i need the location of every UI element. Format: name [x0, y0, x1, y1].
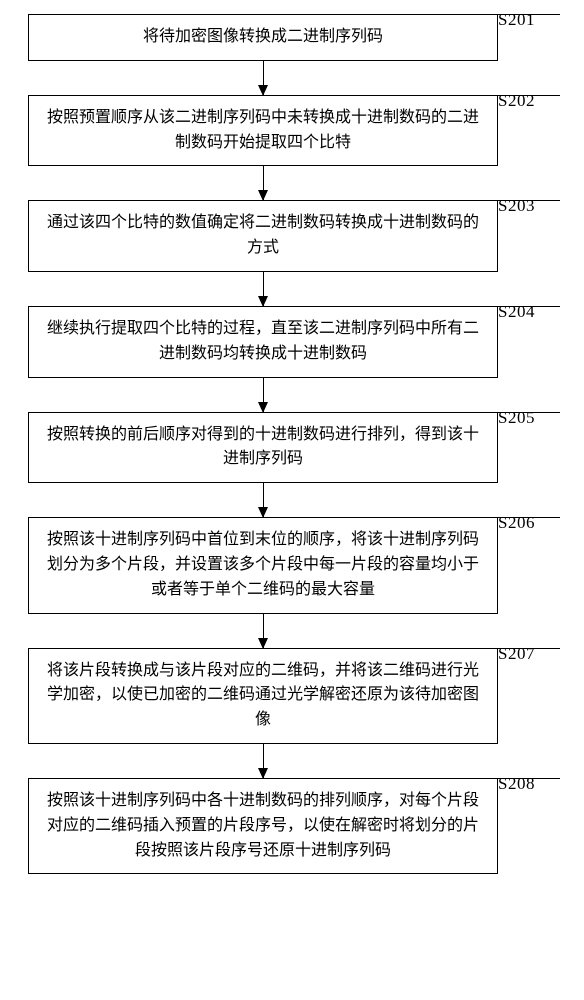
- step-box: 将待加密图像转换成二进制序列码: [28, 14, 498, 61]
- step-label: S202: [498, 91, 535, 111]
- step-box: 按照转换的前后顺序对得到的十进制数码进行排列，得到该十进制序列码: [28, 412, 498, 484]
- step-label: S205: [498, 408, 535, 428]
- step-label: S206: [498, 513, 535, 533]
- step-s201: S201将待加密图像转换成二进制序列码: [28, 14, 498, 95]
- step-s205: S205按照转换的前后顺序对得到的十进制数码进行排列，得到该十进制序列码: [28, 412, 498, 518]
- step-s203: S203通过该四个比特的数值确定将二进制数码转换成十进制数码的方式: [28, 200, 498, 306]
- step-box: 按照该十进制序列码中首位到末位的顺序，将该十进制序列码划分为多个片段，并设置该多…: [28, 517, 498, 613]
- flowchart-container: S201将待加密图像转换成二进制序列码S202按照预置顺序从该二进制序列码中未转…: [0, 0, 584, 1000]
- step-box: 继续执行提取四个比特的过程，直至该二进制序列码中所有二进制数码均转换成十进制数码: [28, 306, 498, 378]
- step-label: S201: [498, 10, 535, 30]
- step-label: S204: [498, 302, 535, 322]
- step-s207: S207将该片段转换成与该片段对应的二维码，并将该二维码进行光学加密，以使已加密…: [28, 648, 498, 778]
- step-s206: S206按照该十进制序列码中首位到末位的顺序，将该十进制序列码划分为多个片段，并…: [28, 517, 498, 647]
- step-label: S208: [498, 774, 535, 794]
- step-s202: S202按照预置顺序从该二进制序列码中未转换成十进制数码的二进制数码开始提取四个…: [28, 95, 498, 201]
- step-s208: S208按照该十进制序列码中各十进制数码的排列顺序，对每个片段对应的二维码插入预…: [28, 778, 498, 874]
- step-box: 通过该四个比特的数值确定将二进制数码转换成十进制数码的方式: [28, 200, 498, 272]
- step-box: 按照该十进制序列码中各十进制数码的排列顺序，对每个片段对应的二维码插入预置的片段…: [28, 778, 498, 874]
- step-box: 按照预置顺序从该二进制序列码中未转换成十进制数码的二进制数码开始提取四个比特: [28, 95, 498, 167]
- leader-line: [434, 14, 560, 15]
- step-s204: S204继续执行提取四个比特的过程，直至该二进制序列码中所有二进制数码均转换成十…: [28, 306, 498, 412]
- step-box: 将该片段转换成与该片段对应的二维码，并将该二维码进行光学加密，以使已加密的二维码…: [28, 648, 498, 744]
- step-label: S203: [498, 196, 535, 216]
- step-label: S207: [498, 644, 535, 664]
